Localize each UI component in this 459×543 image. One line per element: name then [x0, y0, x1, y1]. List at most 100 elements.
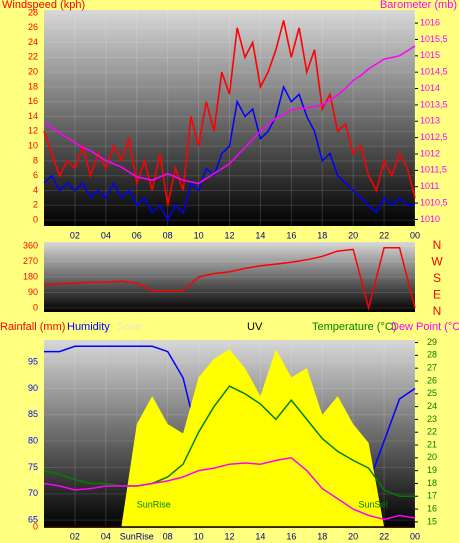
- y-tick-label: 6: [33, 170, 38, 180]
- legend-entry: Dew Point (°C: [391, 321, 459, 333]
- series-line: [43, 457, 416, 521]
- series-line: [43, 385, 415, 498]
- y2-tick-label: 20: [427, 452, 437, 462]
- y2-tick-label: 28: [427, 350, 437, 360]
- y2-tick-label: 21: [427, 439, 437, 449]
- x-tick-label: 22: [379, 230, 389, 240]
- y-tick-label: 20: [28, 67, 38, 77]
- series-line: [43, 20, 416, 206]
- y-tick-label: 12: [28, 126, 38, 136]
- series-line: [43, 246, 416, 311]
- y-tick-label: 75: [28, 462, 38, 472]
- x-tick-label: 02: [70, 531, 80, 541]
- y2-tick-label: 26: [427, 375, 437, 385]
- y-tick-label: 90: [28, 383, 38, 393]
- y-tick-label: 80: [28, 436, 38, 446]
- y-tick-label: 95: [28, 356, 38, 366]
- y2-tick-label: 1011: [420, 181, 439, 191]
- y2-tick-label: 1015: [420, 50, 440, 60]
- y-tick-label: 270: [23, 256, 38, 266]
- y2-tick-label: 22: [427, 427, 437, 437]
- legend-entry: Temperature (°C): [312, 321, 396, 333]
- x-tick-label: 08: [163, 531, 173, 541]
- x-tick-label: 20: [348, 531, 358, 541]
- y2-tick-label: 25: [427, 388, 437, 398]
- y2-axis-title: Barometer (mb): [380, 0, 457, 11]
- y2-tick-label: 18: [427, 478, 437, 488]
- rain-tick-label: 0: [33, 521, 38, 531]
- x-tick-label: 00: [410, 531, 420, 541]
- direction-label: S: [433, 271, 441, 285]
- y2-tick-label: 1010,5: [420, 197, 448, 207]
- x-tick-label: 10: [194, 531, 204, 541]
- y2-tick-label: 1014,5: [420, 67, 448, 77]
- y-tick-label: 65: [28, 515, 38, 525]
- solar-area: [44, 349, 415, 527]
- y2-tick-label: 24: [427, 401, 437, 411]
- x-tick-label: 18: [317, 531, 327, 541]
- x-tick-label: 18: [317, 230, 327, 240]
- y2-tick-label: 17: [427, 491, 437, 501]
- x-tick-label: 16: [286, 230, 296, 240]
- y-tick-label: 14: [28, 111, 38, 121]
- y2-tick-label: 1014: [420, 83, 440, 93]
- direction-label: N: [433, 238, 442, 252]
- y-tick-label: 10: [28, 140, 38, 150]
- plot-area: [44, 242, 415, 312]
- y2-tick-label: 29: [427, 337, 437, 347]
- y2-tick-label: 1010: [420, 214, 440, 224]
- x-tick-label: 12: [224, 531, 234, 541]
- x-tick-label: 08: [163, 230, 173, 240]
- y2-tick-label: 1012,5: [420, 132, 448, 142]
- y2-tick-label: 1016: [420, 17, 440, 27]
- y2-tick-label: 16: [427, 503, 437, 513]
- series-line: [43, 45, 416, 185]
- x-tick-label: 06: [132, 230, 142, 240]
- x-tick-label: 02: [70, 230, 80, 240]
- x-tick-label: 22: [379, 531, 389, 541]
- x-tick-label: SunRise: [120, 531, 154, 541]
- x-tick-label: 04: [101, 230, 111, 240]
- x-tick-label: 10: [194, 230, 204, 240]
- y-tick-label: 4: [33, 185, 38, 195]
- annotation: SunSet: [358, 499, 388, 509]
- y2-tick-label: 27: [427, 363, 437, 373]
- y-tick-label: 24: [28, 37, 38, 47]
- x-tick-label: 04: [101, 531, 111, 541]
- y-axis-title: Windspeed (kph): [2, 0, 85, 11]
- x-tick-label: 16: [286, 531, 296, 541]
- y-tick-label: 28: [28, 7, 38, 17]
- y-tick-label: 90: [28, 287, 38, 297]
- y-tick-label: 85: [28, 409, 38, 419]
- annotation: SunRise: [137, 499, 171, 509]
- x-tick-label: 14: [255, 230, 265, 240]
- direction-label: E: [433, 288, 441, 302]
- y2-tick-label: 23: [427, 414, 437, 424]
- y-tick-label: 22: [28, 52, 38, 62]
- y2-tick-label: 1015,5: [420, 34, 448, 44]
- legend-entry: Solar: [117, 321, 143, 333]
- y2-tick-label: 1013: [420, 116, 440, 126]
- y2-tick-label: 19: [427, 465, 437, 475]
- y-tick-label: 360: [23, 240, 38, 250]
- series-line: [43, 84, 415, 222]
- y2-tick-label: 15: [427, 516, 437, 526]
- direction-label: W: [431, 255, 443, 269]
- y-tick-label: 18: [28, 81, 38, 91]
- x-tick-label: 20: [348, 230, 358, 240]
- direction-label: N: [433, 304, 442, 318]
- y2-tick-label: 1011,5: [420, 165, 447, 175]
- x-tick-label: 14: [255, 531, 265, 541]
- y2-tick-label: 1013,5: [420, 99, 448, 109]
- y-tick-label: 26: [28, 22, 38, 32]
- y-tick-label: 16: [28, 96, 38, 106]
- legend-entry: Rainfall (mm): [0, 321, 65, 333]
- y2-tick-label: 1012: [420, 148, 440, 158]
- y-tick-label: 0: [33, 214, 38, 224]
- y-tick-label: 0: [33, 302, 38, 312]
- y-tick-label: 70: [28, 488, 38, 498]
- y-tick-label: 8: [33, 155, 38, 165]
- x-tick-label: 12: [224, 230, 234, 240]
- y-tick-label: 180: [23, 271, 38, 281]
